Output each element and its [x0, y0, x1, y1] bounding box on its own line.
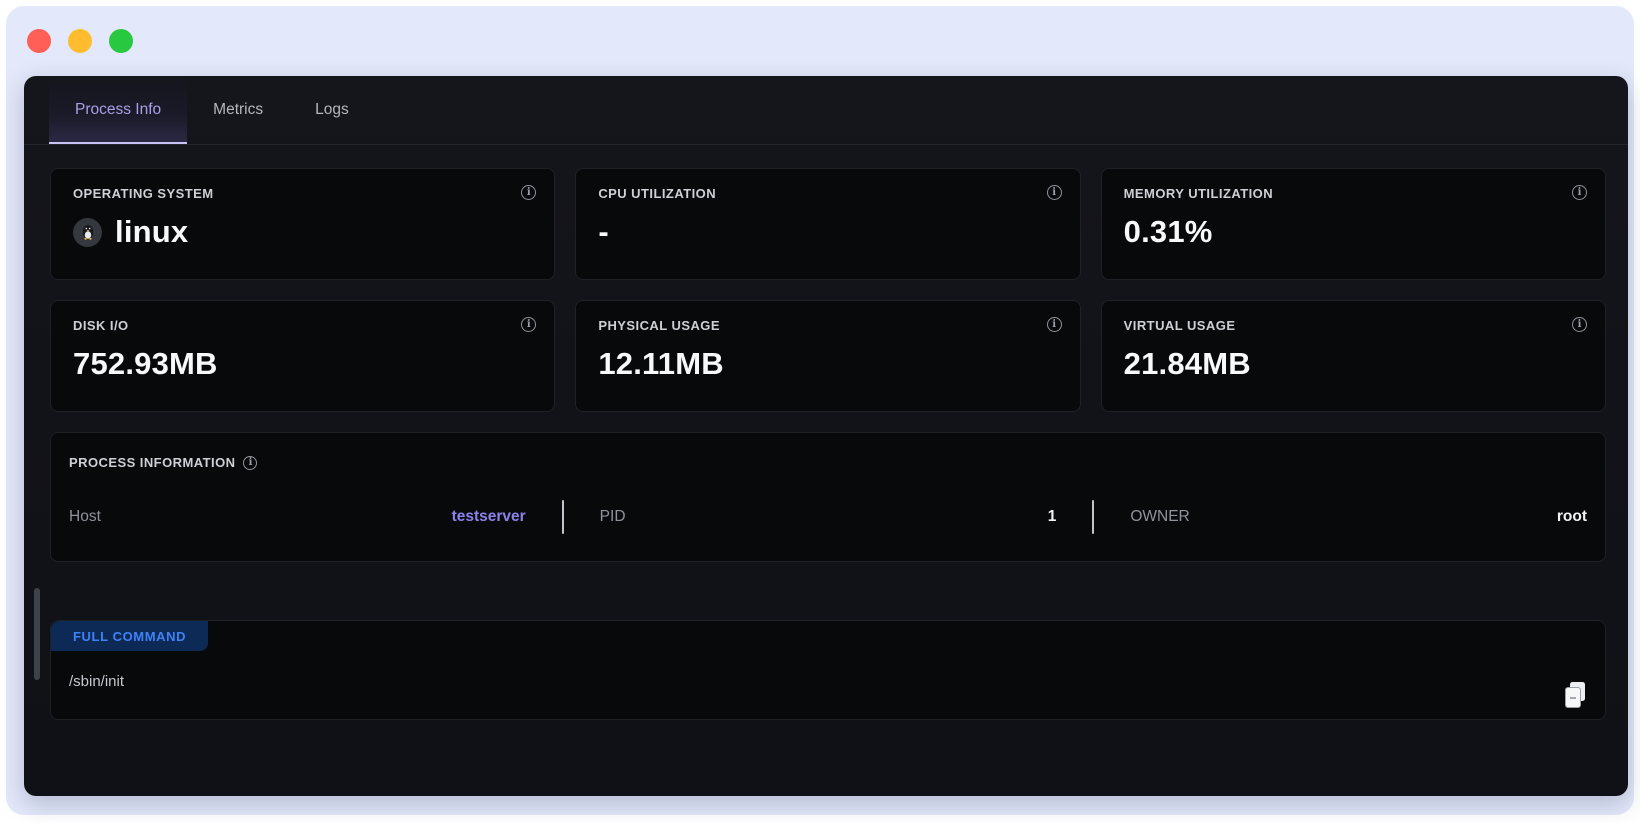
- card-operating-system: OPERATING SYSTEM i: [50, 168, 556, 280]
- minimize-button[interactable]: [68, 29, 92, 53]
- card-label: CPU UTILIZATION: [598, 186, 717, 201]
- copy-button[interactable]: [1563, 681, 1587, 714]
- info-icon[interactable]: i: [521, 185, 537, 200]
- card-full-command: FULL COMMAND /sbin/init: [50, 620, 1606, 720]
- metric-card-grid: OPERATING SYSTEM i: [50, 168, 1606, 412]
- field-label: OWNER: [1130, 508, 1190, 525]
- card-value: 0.31%: [1123, 214, 1213, 249]
- tab-bar: Process Info Metrics Logs: [24, 76, 1628, 145]
- field-host: Host testserver: [51, 508, 562, 526]
- card-value: 12.11MB: [598, 346, 724, 381]
- process-information-header: PROCESS INFORMATION i: [51, 455, 1605, 470]
- card-label: OPERATING SYSTEM: [73, 186, 214, 201]
- close-button[interactable]: [27, 29, 51, 53]
- card-value: linux: [73, 214, 532, 250]
- dashboard-panel: Process Info Metrics Logs OPERATING SYST…: [24, 76, 1628, 796]
- process-information-fields: Host testserver PID 1 OWNER root: [51, 500, 1605, 534]
- card-label: PHYSICAL USAGE: [598, 318, 720, 333]
- copy-icon: [1563, 681, 1587, 714]
- info-icon[interactable]: i: [1046, 317, 1062, 332]
- left-scrollbar-thumb[interactable]: [34, 588, 40, 680]
- app-window: Process Info Metrics Logs OPERATING SYST…: [6, 6, 1634, 815]
- full-command-badge: FULL COMMAND: [51, 621, 209, 651]
- info-icon[interactable]: i: [243, 455, 258, 470]
- zoom-button[interactable]: [109, 29, 133, 53]
- card-disk-io: DISK I/O i 752.93MB: [50, 300, 556, 412]
- field-value: testserver: [451, 508, 526, 525]
- field-value: root: [1556, 508, 1588, 525]
- field-label: PID: [599, 508, 626, 525]
- full-command-text: /sbin/init: [69, 673, 125, 690]
- card-label: DISK I/O: [73, 318, 129, 333]
- tab-process-info[interactable]: Process Info: [49, 76, 188, 144]
- field-label: Host: [69, 508, 101, 525]
- tab-metrics[interactable]: Metrics: [213, 101, 264, 118]
- card-value: 752.93MB: [73, 346, 218, 381]
- card-cpu-utilization: CPU UTILIZATION i -: [575, 168, 1081, 280]
- info-icon[interactable]: i: [1046, 185, 1062, 200]
- card-label: MEMORY UTILIZATION: [1123, 186, 1274, 201]
- card-memory-utilization: MEMORY UTILIZATION i 0.31%: [1100, 168, 1606, 280]
- info-icon[interactable]: i: [521, 317, 537, 332]
- process-information-title: PROCESS INFORMATION: [69, 455, 236, 470]
- card-label: VIRTUAL USAGE: [1123, 318, 1236, 333]
- tab-content: OPERATING SYSTEM i: [24, 146, 1628, 720]
- card-value: 21.84MB: [1123, 346, 1251, 381]
- os-value: linux: [115, 214, 189, 249]
- field-pid: PID 1: [564, 508, 1093, 526]
- card-virtual-usage: VIRTUAL USAGE i 21.84MB: [1100, 300, 1606, 412]
- info-icon[interactable]: i: [1572, 317, 1587, 332]
- linux-tux-icon: [73, 217, 102, 247]
- traffic-light-buttons: [27, 29, 133, 53]
- vertical-divider: [561, 500, 564, 534]
- vertical-divider: [1092, 500, 1095, 534]
- tab-logs[interactable]: Logs: [315, 101, 349, 118]
- card-process-information: PROCESS INFORMATION i Host testserver PI…: [50, 432, 1606, 562]
- card-physical-usage: PHYSICAL USAGE i 12.11MB: [575, 300, 1081, 412]
- card-value: -: [598, 214, 609, 249]
- info-icon[interactable]: i: [1572, 185, 1587, 200]
- field-owner: OWNER root: [1094, 508, 1605, 526]
- field-value: 1: [1047, 508, 1057, 525]
